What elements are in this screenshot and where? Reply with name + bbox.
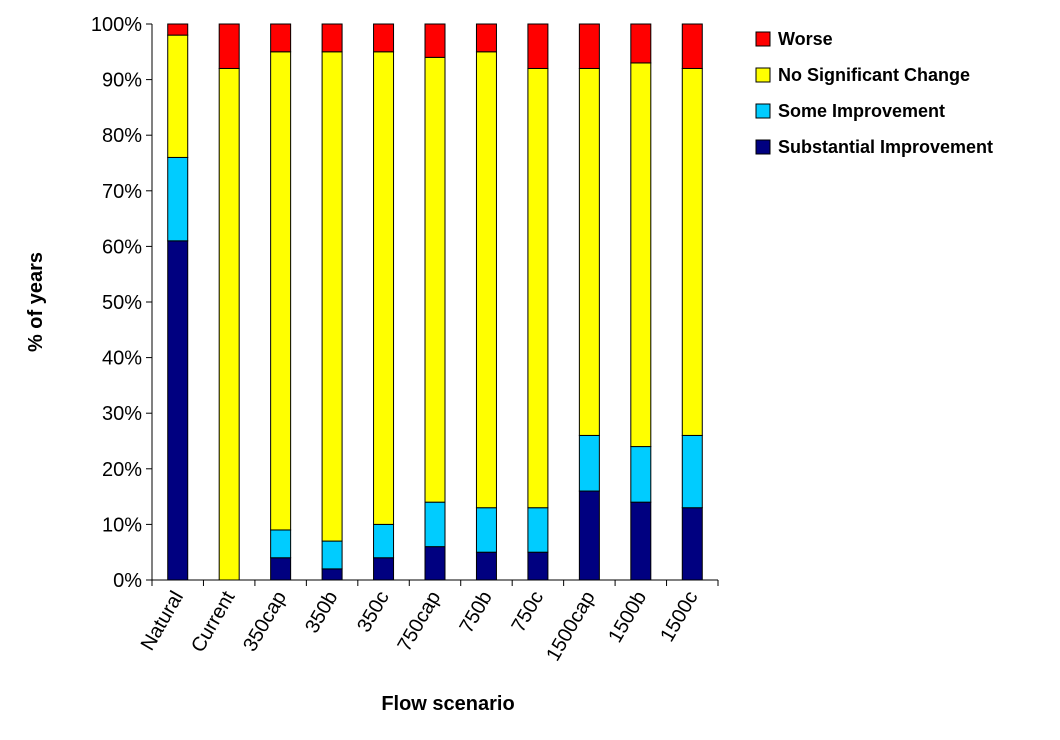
y-tick-label: 30%	[102, 403, 142, 425]
y-tick-label: 60%	[102, 236, 142, 258]
x-tick-label-1500b: 1500b	[604, 588, 651, 647]
y-tick-label: 100%	[91, 14, 142, 36]
bar-segment-350b-substantial-improvement	[321, 568, 343, 581]
bar-segment-750cap-some-improvement	[424, 501, 446, 548]
legend-label-worse: Worse	[778, 29, 833, 49]
y-tick-label: 90%	[102, 70, 142, 92]
y-tick-label: 0%	[113, 570, 142, 592]
bar-segment-350cap-no-significant-change	[270, 51, 292, 531]
legend-swatch-substantial-improvement	[755, 139, 771, 155]
bar-segment-1500b-worse	[630, 23, 652, 64]
plot-area	[167, 23, 703, 581]
bar-segment-350c-substantial-improvement	[373, 557, 395, 581]
bar-segment-1500cap-worse	[578, 23, 600, 69]
legend-swatch-some-improvement	[755, 103, 771, 119]
bar-segment-Natural-no-significant-change	[167, 34, 189, 158]
bar-segment-750b-substantial-improvement	[475, 551, 497, 581]
bar-segment-1500cap-no-significant-change	[578, 67, 600, 436]
x-tick-label-1500c: 1500c	[656, 588, 702, 646]
bar-segment-350cap-some-improvement	[270, 529, 292, 559]
bar-segment-350c-some-improvement	[373, 523, 395, 559]
bar-segment-1500cap-substantial-improvement	[578, 490, 600, 581]
bar-segment-750c-worse	[527, 23, 549, 69]
x-tick-label-1500cap: 1500cap	[542, 588, 599, 665]
bar-segment-1500c-worse	[681, 23, 703, 69]
bar-segment-350b-no-significant-change	[321, 51, 343, 542]
bar-segment-Current-worse	[218, 23, 240, 69]
bar-segment-1500c-substantial-improvement	[681, 507, 703, 581]
bar-segment-750cap-worse	[424, 23, 446, 58]
y-tick-label: 70%	[102, 181, 142, 203]
legend-label-some-improvement: Some Improvement	[778, 101, 945, 121]
x-axis-title: Flow scenario	[381, 693, 514, 715]
x-tick-label-Natural: Natural	[137, 588, 188, 655]
bar-segment-350c-no-significant-change	[373, 51, 395, 525]
bar-segment-350b-some-improvement	[321, 540, 343, 570]
x-tick-label-350c: 350c	[353, 588, 394, 637]
x-tick-label-Current: Current	[187, 587, 240, 656]
bar-segment-750b-some-improvement	[475, 507, 497, 553]
legend-swatch-worse	[755, 31, 771, 47]
bar-segment-350cap-substantial-improvement	[270, 557, 292, 581]
legend-label-no-significant-change: No Significant Change	[778, 65, 970, 85]
bar-segment-Natural-substantial-improvement	[167, 240, 189, 581]
bar-segment-350c-worse	[373, 23, 395, 53]
bar-segment-1500cap-some-improvement	[578, 434, 600, 492]
x-axis: Natural Current 350cap 350b 350c 750cap 750b 75…	[137, 579, 719, 665]
y-axis: 0% 10% 20% 30% 40% 50% 60% 70% 80% 90% 100%	[91, 14, 153, 592]
x-tick-label-350b: 350b	[301, 588, 342, 638]
bar-segment-1500b-substantial-improvement	[630, 501, 652, 581]
y-tick-label: 80%	[102, 125, 142, 147]
x-tick-label-750cap: 750cap	[393, 588, 445, 656]
bar-segment-750b-no-significant-change	[475, 51, 497, 509]
y-axis-title: % of years	[25, 252, 47, 352]
y-tick-label: 50%	[102, 292, 142, 314]
y-tick-label: 20%	[102, 459, 142, 481]
bar-segment-1500b-no-significant-change	[630, 62, 652, 448]
bar-segment-750c-no-significant-change	[527, 67, 549, 509]
bar-segment-1500b-some-improvement	[630, 446, 652, 503]
x-tick-label-750c: 750c	[507, 588, 548, 637]
bar-segment-1500c-no-significant-change	[681, 67, 703, 436]
bar-segment-350b-worse	[321, 23, 343, 53]
legend-swatch-no-significant-change	[755, 67, 771, 83]
bar-segment-750c-substantial-improvement	[527, 551, 549, 581]
y-tick-label: 40%	[102, 348, 142, 370]
legend-label-substantial-improvement: Substantial Improvement	[778, 137, 993, 157]
bar-segment-750cap-no-significant-change	[424, 56, 446, 503]
bar-segment-750cap-substantial-improvement	[424, 546, 446, 581]
bar-segment-1500c-some-improvement	[681, 434, 703, 509]
bar-segment-350cap-worse	[270, 23, 292, 53]
bar-segment-Natural-some-improvement	[167, 156, 189, 242]
bar-segment-750c-some-improvement	[527, 507, 549, 553]
legend: Worse No Significant Change Some Improveme…	[755, 29, 993, 157]
y-tick-label: 10%	[102, 514, 142, 536]
bar-segment-Natural-worse	[167, 23, 189, 36]
x-tick-label-750b: 750b	[455, 588, 496, 638]
x-tick-label-350cap: 350cap	[239, 588, 291, 656]
bar-segment-750b-worse	[475, 23, 497, 53]
bar-segment-Current-no-significant-change	[218, 67, 240, 581]
